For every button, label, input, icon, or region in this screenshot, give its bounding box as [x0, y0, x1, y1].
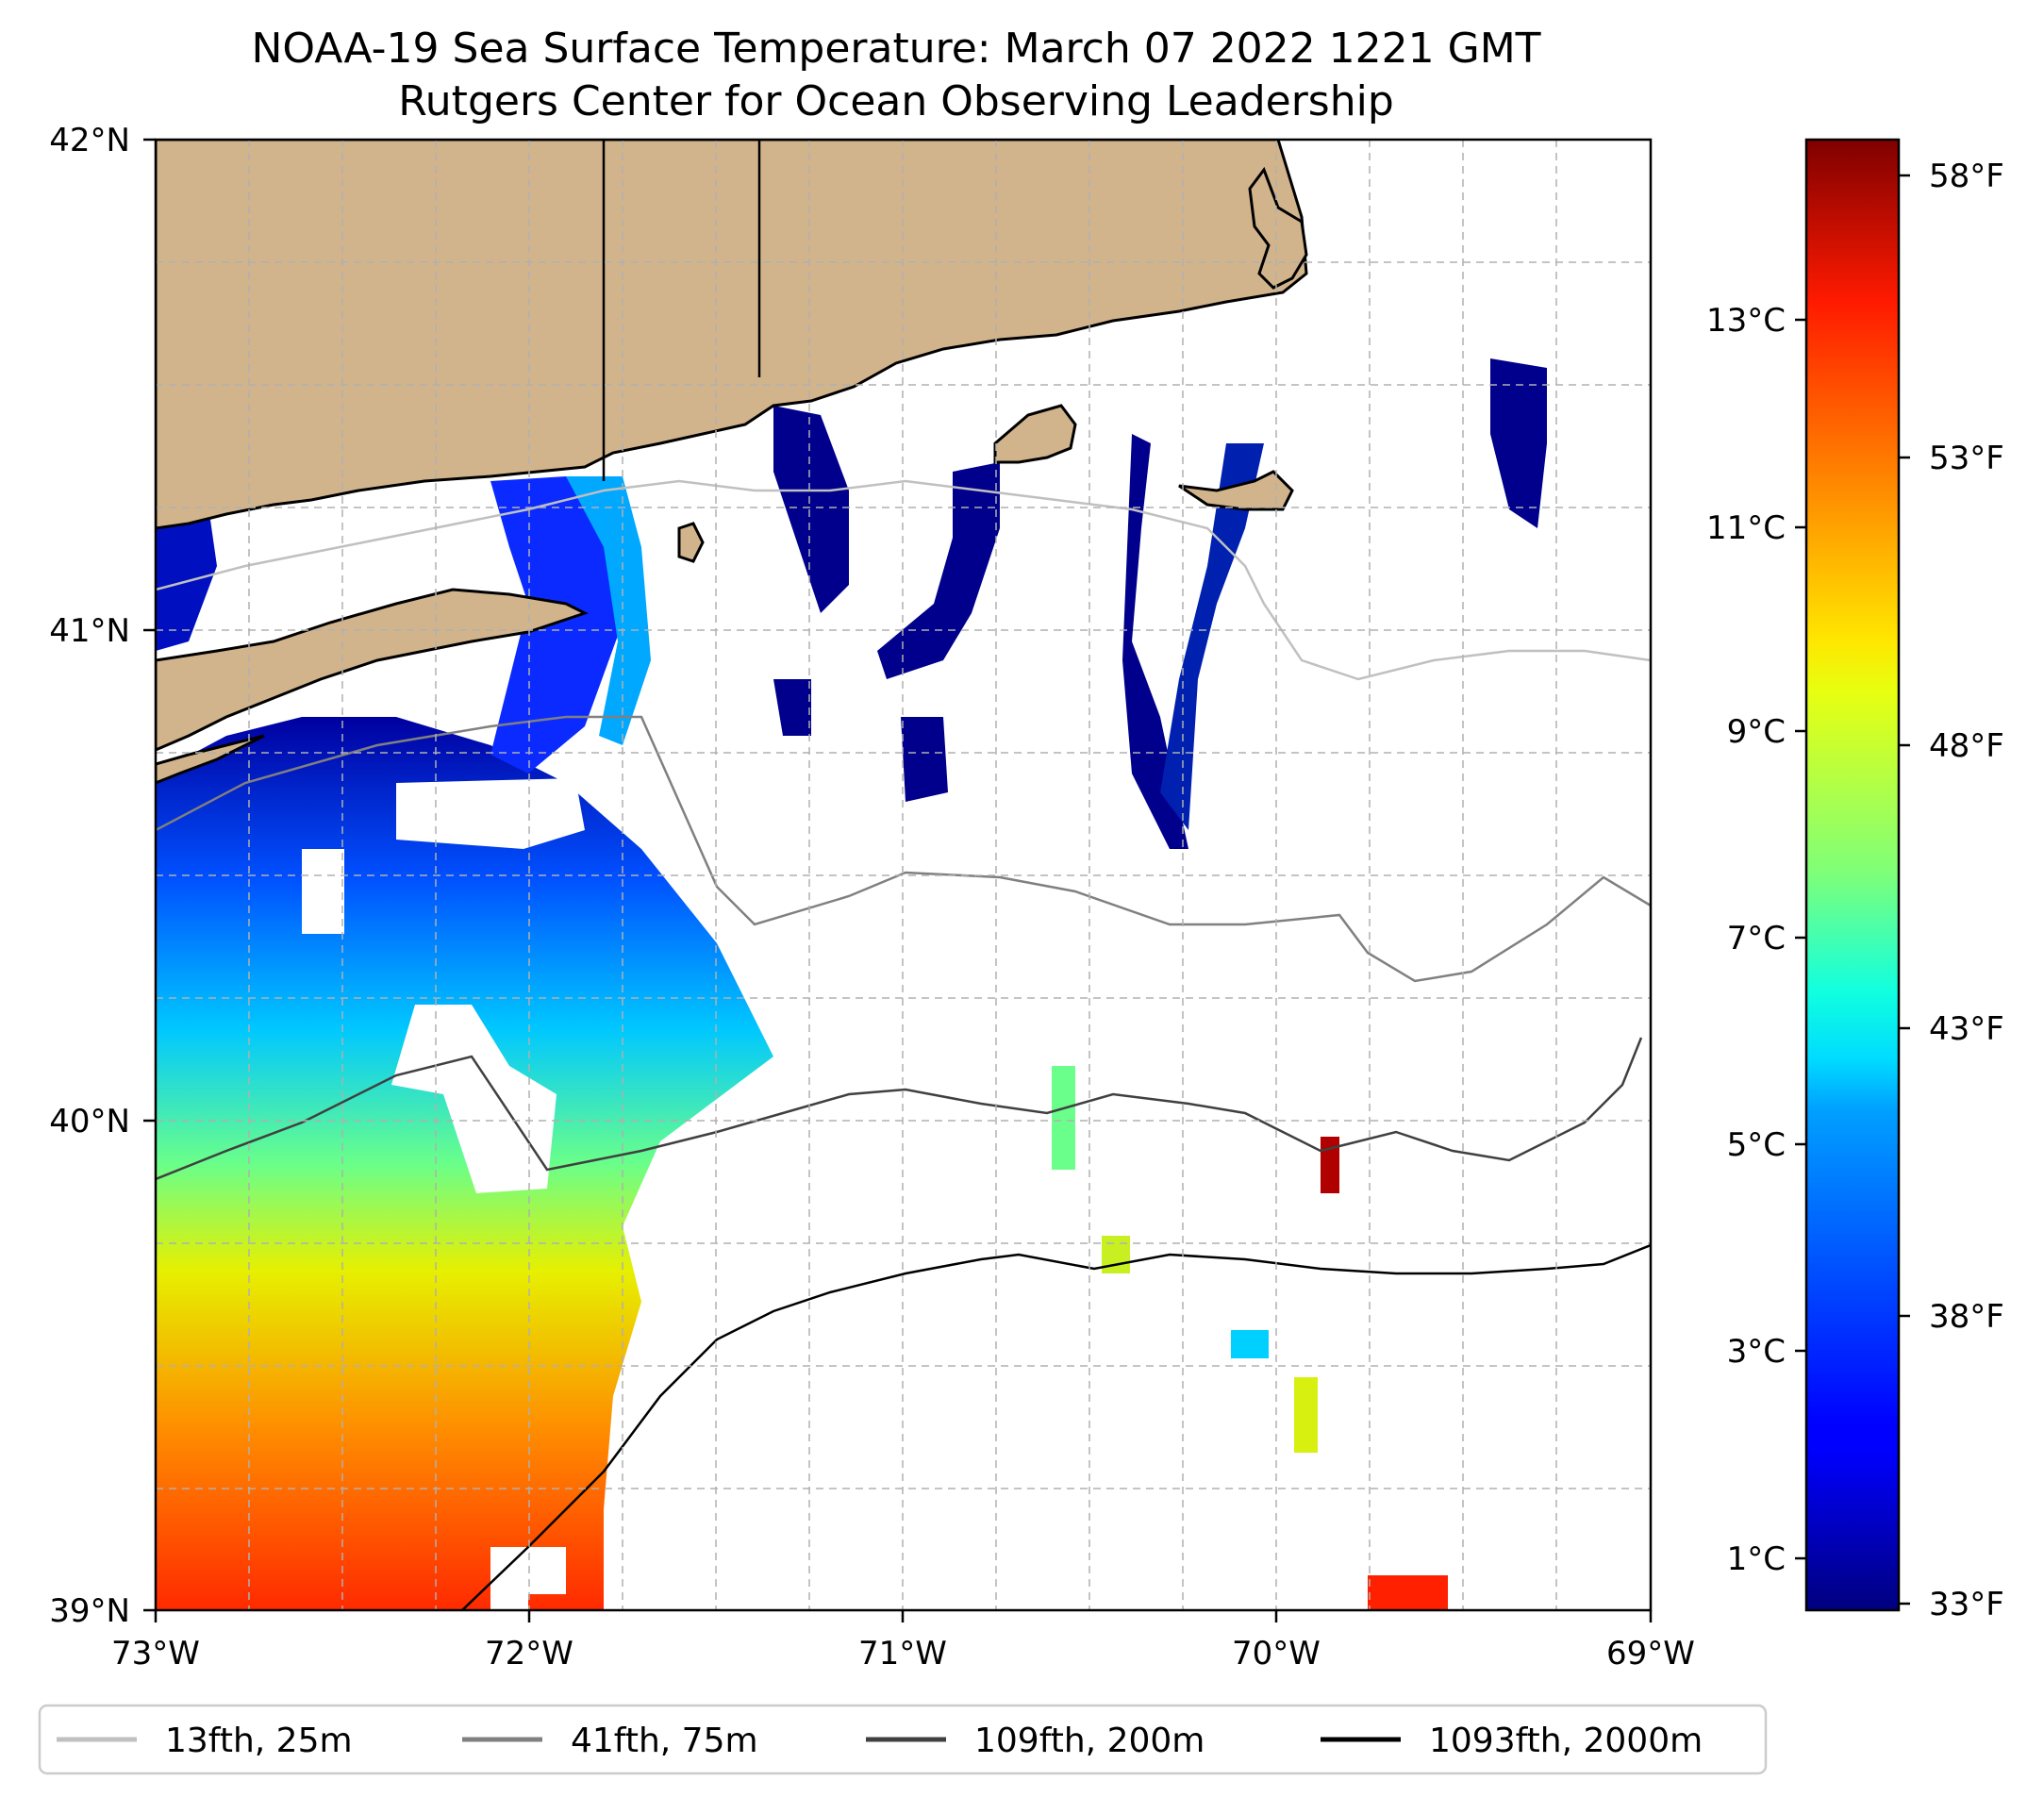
legend-label-2000m: 1093fth, 2000m: [1429, 1722, 1703, 1760]
colorbar-celsius-ticks: [1795, 318, 1806, 1560]
y-tick-label-42n: 42°N: [49, 122, 130, 159]
colorbar-celsius-label-9: 9°C: [1727, 713, 1786, 751]
colorbar-celsius-label-1: 1°C: [1727, 1540, 1786, 1578]
sst-patch-6: [1368, 1575, 1448, 1610]
colorbar-fahrenheit-label-43: 43°F: [1929, 1010, 2004, 1048]
colorbar-fahrenheit-label-33: 33°F: [1929, 1586, 2004, 1623]
land-nantucket: [1178, 470, 1294, 511]
colorbar-fahrenheit-ticks: [1899, 174, 1910, 1606]
land-mainland: [156, 140, 1308, 530]
sst-streak-3: [773, 406, 849, 613]
sst-patch-4: [1294, 1377, 1318, 1453]
chart-title-line1: NOAA-19 Sea Surface Temperature: March 0…: [251, 25, 1540, 73]
sst-streak-6: [1160, 443, 1264, 830]
sst-streak-2: [566, 476, 651, 745]
isobath-25m: [156, 479, 1651, 681]
cloud-gap-3: [391, 1005, 557, 1193]
colorbar-celsius-label-7: 7°C: [1727, 920, 1786, 957]
y-tick-label-41n: 41°N: [49, 612, 130, 650]
colorbar-fahrenheit-label-38: 38°F: [1929, 1298, 2004, 1336]
colorbar-celsius-label-3: 3°C: [1727, 1333, 1786, 1371]
isobath-2000m: [461, 1243, 1651, 1610]
isobath-75m: [156, 715, 1651, 983]
y-axis: 42°N 41°N 40°N 39°N: [49, 122, 156, 1630]
land-block-island: [677, 522, 705, 563]
sst-streak-10: [156, 500, 217, 651]
sst-patch-3: [1231, 1330, 1269, 1358]
sst-streak-4: [877, 462, 1000, 679]
sst-patch-2: [1102, 1236, 1130, 1273]
cloud-gap-2: [302, 849, 344, 934]
legend: 13fth, 25m 41fth, 75m 109fth, 200m 1093f…: [38, 1704, 1768, 1775]
x-tick-label-70w: 70°W: [1232, 1635, 1321, 1672]
sst-streak-7: [1490, 358, 1547, 528]
sst-streak-9: [901, 717, 948, 802]
y-tick-label-40n: 40°N: [49, 1103, 130, 1140]
colorbar-fahrenheit-label-58: 58°F: [1929, 158, 2004, 195]
x-tick-label-72w: 72°W: [485, 1635, 573, 1672]
legend-label-200m: 109fth, 200m: [974, 1722, 1205, 1760]
sst-streak-1: [490, 476, 623, 774]
map-area: [156, 140, 1651, 1610]
legend-label-75m: 41fth, 75m: [571, 1722, 758, 1760]
land-nj-corner: [156, 734, 265, 785]
chart-title-line2: Rutgers Center for Ocean Observing Leade…: [398, 77, 1394, 125]
land-marthas-vineyard: [993, 404, 1077, 464]
x-axis: 73°W 72°W 71°W 70°W 69°W: [111, 1610, 1695, 1672]
cloud-gap-4: [490, 1547, 566, 1610]
isobath-200m: [156, 1037, 1643, 1181]
x-tick-label-69w: 69°W: [1606, 1635, 1695, 1672]
sst-streak-5: [1122, 434, 1188, 849]
colorbar-celsius-label-13: 13°C: [1706, 302, 1786, 340]
sst-patch-5: [1321, 1137, 1339, 1193]
colorbar-gradient: [1804, 138, 1901, 1612]
land-cape-cod: [1248, 166, 1308, 290]
sst-streak-8: [773, 679, 811, 736]
colorbar-celsius-label-11: 11°C: [1706, 509, 1786, 547]
colorbar-celsius-label-5: 5°C: [1727, 1126, 1786, 1164]
legend-label-25m: 13fth, 25m: [165, 1722, 353, 1760]
x-tick-label-71w: 71°W: [858, 1635, 947, 1672]
sst-field-southwest: [156, 717, 773, 1610]
y-tick-label-39n: 39°N: [49, 1592, 130, 1630]
sst-patch-1: [1052, 1066, 1075, 1170]
colorbar: 13°C 11°C 9°C 7°C 5°C 3°C 1°C 58°F 53°F …: [1706, 138, 2004, 1623]
colorbar-fahrenheit-label-53: 53°F: [1929, 440, 2004, 477]
gridlines: [156, 140, 1651, 1610]
cloud-gap-1: [396, 778, 585, 849]
colorbar-fahrenheit-label-48: 48°F: [1929, 727, 2004, 765]
x-tick-label-73w: 73°W: [111, 1635, 200, 1672]
